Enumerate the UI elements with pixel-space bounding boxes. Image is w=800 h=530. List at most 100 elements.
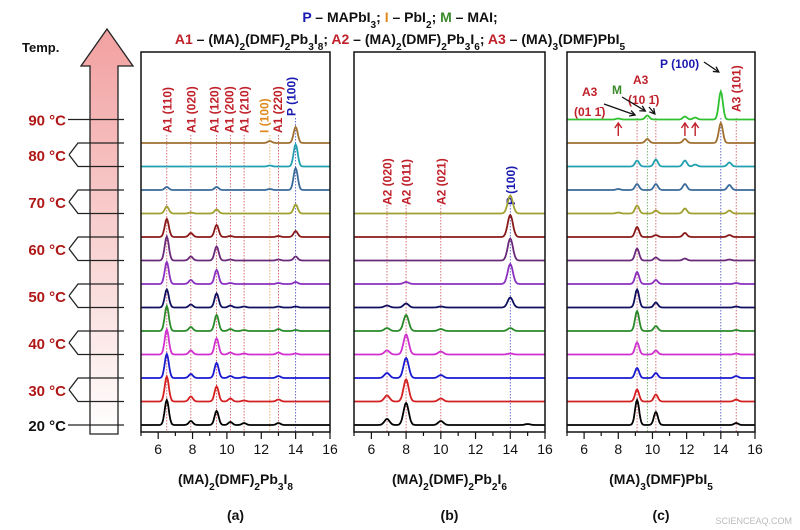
subscript: 2 bbox=[396, 42, 402, 53]
temperature-label: 20 °C bbox=[28, 418, 66, 435]
xrd-trace bbox=[141, 397, 330, 426]
temperature-label: 80 °C bbox=[28, 148, 66, 165]
xrd-trace bbox=[567, 247, 755, 262]
reflection-label: A2 (021) bbox=[434, 158, 448, 205]
annotation-a3-011bar: A3 bbox=[582, 85, 598, 99]
arrowhead-icon bbox=[712, 66, 720, 73]
annotation-m: M bbox=[612, 83, 622, 97]
text-segment: (DMF) bbox=[245, 31, 285, 47]
subscript: 5 bbox=[707, 482, 713, 493]
text-segment: ; bbox=[432, 9, 441, 25]
plot-frame bbox=[353, 51, 546, 433]
watermark: SCIENCEAQ.COM bbox=[715, 516, 792, 526]
text-segment: – (MA) bbox=[506, 31, 553, 47]
temperature-bracket bbox=[68, 201, 85, 215]
x-tick-label: 14 bbox=[713, 441, 729, 457]
xrd-trace bbox=[567, 158, 755, 168]
xrd-trace bbox=[354, 194, 545, 215]
subscript: 3 bbox=[640, 482, 646, 493]
subscript: 2 bbox=[423, 482, 429, 493]
legend-line-1: P – MAPbI3; I – PbI2; M – MAI; bbox=[302, 9, 497, 31]
xrd-trace bbox=[567, 120, 755, 144]
subscript: 6 bbox=[474, 42, 480, 53]
temperature-label: 40 °C bbox=[28, 336, 66, 353]
xrd-trace bbox=[354, 313, 545, 332]
xrd-trace bbox=[354, 378, 545, 403]
x-tick-label: 14 bbox=[288, 441, 304, 457]
text-segment: (MA) bbox=[609, 471, 640, 487]
xrd-trace bbox=[141, 165, 330, 191]
temperature-label: 70 °C bbox=[28, 195, 66, 212]
subscript: 8 bbox=[287, 482, 293, 493]
temperature-bracket bbox=[68, 295, 85, 309]
xrd-trace bbox=[354, 262, 545, 285]
xrd-trace bbox=[141, 125, 330, 144]
subscript: 2 bbox=[492, 482, 498, 493]
subscript: 3 bbox=[465, 42, 471, 53]
text-segment: A2 bbox=[331, 31, 349, 47]
x-tick-label: 6 bbox=[367, 441, 375, 457]
text-segment: M bbox=[440, 9, 452, 25]
temperature-bracket bbox=[68, 377, 85, 391]
arrow-icon bbox=[621, 96, 646, 112]
temperature-bracket bbox=[68, 389, 85, 403]
subscript: 2 bbox=[426, 20, 432, 31]
xrd-trace bbox=[141, 142, 330, 168]
xrd-trace bbox=[354, 401, 545, 426]
temperature-bracket bbox=[68, 142, 85, 156]
text-segment: – PbI bbox=[389, 9, 426, 25]
text-segment: Pb bbox=[474, 471, 492, 487]
temperature-bracket bbox=[68, 342, 85, 356]
subscript: 3 bbox=[552, 42, 558, 53]
panel-a: A1 (110) A1 (020) A1 (120) A1 (200) A1 (210)… bbox=[140, 51, 338, 523]
xrd-trace bbox=[567, 341, 755, 356]
xrd-trace bbox=[141, 287, 330, 309]
legend-line-2: A1 – (MA)2(DMF)2Pb3I8; A2 – (MA)2(DMF)2P… bbox=[175, 31, 626, 53]
subscript: 8 bbox=[318, 42, 324, 53]
reflection-label: A1 (020) bbox=[184, 86, 198, 133]
xrd-trace bbox=[567, 182, 755, 191]
x-tick-label: 16 bbox=[322, 441, 338, 457]
annotation-a3-011bar-index: (01 1̄) bbox=[574, 105, 605, 119]
xrd-trace bbox=[567, 204, 755, 215]
temperature-axis-title: Temp. bbox=[22, 40, 59, 55]
xrd-trace bbox=[567, 308, 755, 332]
x-tick-label: 10 bbox=[645, 441, 661, 457]
subscript: 3 bbox=[278, 482, 284, 493]
x-tick-label: 10 bbox=[219, 441, 235, 457]
x-tick-label: 12 bbox=[253, 441, 269, 457]
temperature-label: 90 °C bbox=[28, 113, 66, 130]
subscript: 2 bbox=[468, 482, 474, 493]
temperature-bracket bbox=[68, 236, 85, 250]
text-segment: – (MA) bbox=[349, 31, 396, 47]
x-tick-label: 14 bbox=[502, 441, 518, 457]
panel-c: 6 8 10 12 14 16 (MA)3(DMF)PbI5 (c) A3 (01 1̄) M A3 (… bbox=[566, 51, 763, 523]
temperature-label: 50 °C bbox=[28, 289, 66, 306]
x-tick-label: 8 bbox=[189, 441, 197, 457]
xrd-trace bbox=[354, 213, 545, 238]
text-segment: I bbox=[385, 9, 389, 25]
temperature-bracket bbox=[68, 248, 85, 262]
subscript: 2 bbox=[441, 42, 447, 53]
arrow-icon bbox=[648, 106, 656, 115]
temperature-label: 60 °C bbox=[28, 242, 66, 259]
subscript: 2 bbox=[239, 42, 245, 53]
xrd-trace bbox=[141, 203, 330, 215]
text-segment: A3 bbox=[488, 31, 506, 47]
annotation-a3-101: A3 (101) bbox=[730, 65, 744, 112]
x-tick-label: 16 bbox=[747, 441, 763, 457]
reflection-label: A1 (210) bbox=[238, 86, 252, 133]
text-segment: (DMF)PbI bbox=[558, 31, 619, 47]
xrd-trace bbox=[354, 236, 545, 262]
subscript: 2 bbox=[209, 482, 215, 493]
x-tick-label: 6 bbox=[154, 441, 162, 457]
text-segment: (MA) bbox=[178, 471, 209, 487]
xrd-trace bbox=[567, 225, 755, 238]
xrd-trace bbox=[141, 327, 330, 356]
panel-label: (c) bbox=[652, 507, 669, 523]
plot-frame bbox=[566, 51, 756, 433]
x-axis-title: (MA)2(DMF)2Pb2I6 bbox=[392, 471, 507, 493]
reflection-label: P (100) bbox=[285, 77, 299, 116]
text-segment: (DMF) bbox=[402, 31, 442, 47]
